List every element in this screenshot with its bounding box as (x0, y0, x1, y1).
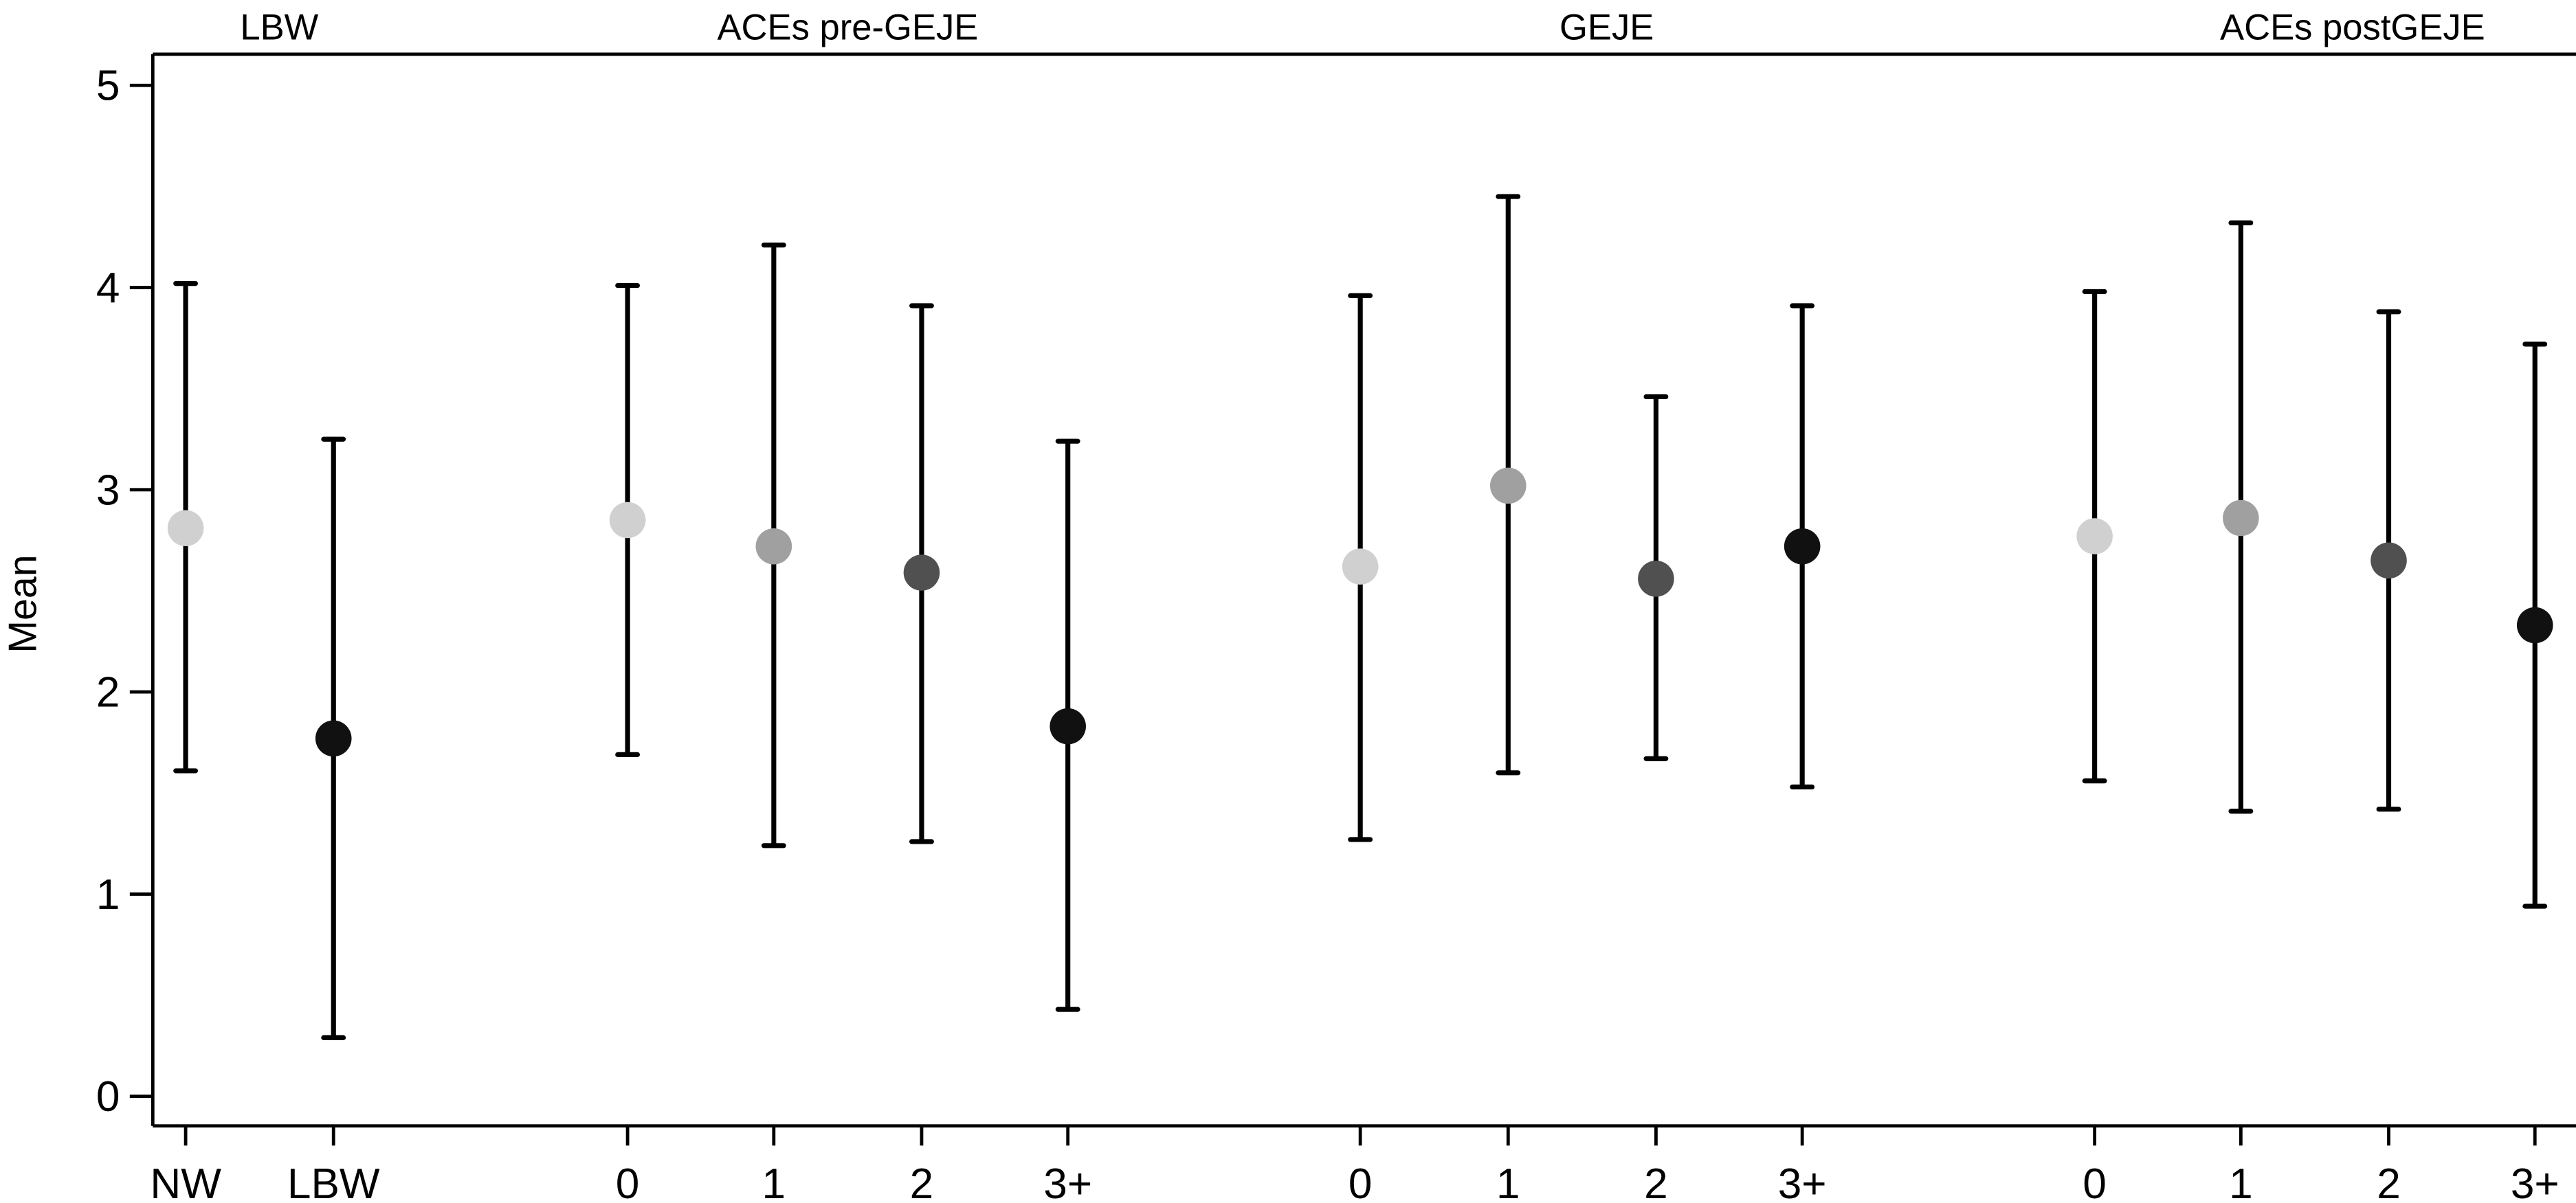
y-tick-label: 4 (96, 265, 120, 312)
y-tick-label: 1 (96, 871, 120, 919)
error-bar-point (315, 436, 352, 1040)
mean-marker (2076, 518, 2113, 554)
x-tick-label: 1 (2229, 1160, 2253, 1203)
y-axis: 0 1 2 3 4 5 (96, 63, 153, 1121)
error-bar-point (1050, 438, 1086, 1012)
error-bar-point (903, 303, 940, 844)
y-tick-label: 2 (96, 669, 120, 717)
error-bar-point (2516, 341, 2553, 909)
mean-marker (1490, 467, 1526, 504)
x-tick-label: 2 (2377, 1160, 2401, 1203)
mean-marker (903, 554, 940, 591)
data-series (167, 194, 2553, 1040)
error-bar-point (2076, 289, 2113, 784)
mean-marker (1784, 528, 1821, 565)
mean-marker (755, 528, 792, 565)
y-tick-label: 5 (96, 63, 120, 110)
error-bar-point (1490, 194, 1526, 776)
x-tick-label: 0 (616, 1160, 640, 1203)
x-tick-label: 3+ (1778, 1160, 1827, 1203)
y-axis-title: Mean (1, 554, 45, 653)
mean-marker (609, 502, 646, 539)
group-label: GEJE (1559, 7, 1654, 47)
error-bar-point (167, 281, 204, 774)
x-tick-label: NW (150, 1160, 221, 1203)
y-tick-label: 3 (96, 466, 120, 514)
group-label: ACEs pre-GEJE (717, 7, 978, 47)
mean-marker (1638, 561, 1674, 597)
error-bar-point (1638, 394, 1674, 761)
error-bar-point (2223, 220, 2259, 814)
group-header-labels: LBW ACEs pre-GEJE GEJE ACEs postGEJE (240, 7, 2485, 47)
mean-marker (2516, 607, 2553, 644)
mean-marker (2223, 499, 2259, 537)
group-label: ACEs postGEJE (2220, 7, 2485, 47)
x-axis: NW LBW 0 1 2 3+ 0 1 2 3+ 0 1 2 3+ (150, 1125, 2560, 1203)
error-bar-point (1342, 293, 1379, 842)
group-label: LBW (240, 7, 318, 47)
mean-marker (2370, 542, 2407, 579)
error-bar-point (2370, 309, 2407, 812)
x-tick-label: 0 (2083, 1160, 2107, 1203)
y-tick-label: 0 (96, 1073, 120, 1121)
mean-marker (1342, 548, 1379, 585)
x-tick-label: 2 (910, 1160, 934, 1203)
plot-frame (151, 52, 2576, 1128)
mean-marker (1050, 708, 1086, 745)
x-tick-label: 1 (762, 1160, 786, 1203)
x-tick-label: 2 (1644, 1160, 1668, 1203)
x-tick-label: 3+ (2511, 1160, 2560, 1203)
mean-marker (167, 510, 204, 547)
x-tick-label: 0 (1348, 1160, 1373, 1203)
error-bar-point (1784, 303, 1821, 790)
x-tick-label: 1 (1496, 1160, 1520, 1203)
x-tick-label: 3+ (1043, 1160, 1092, 1203)
error-bar-point (755, 243, 792, 848)
error-bar-point (609, 282, 646, 757)
mean-marker (315, 720, 352, 757)
x-tick-label: LBW (287, 1160, 380, 1203)
